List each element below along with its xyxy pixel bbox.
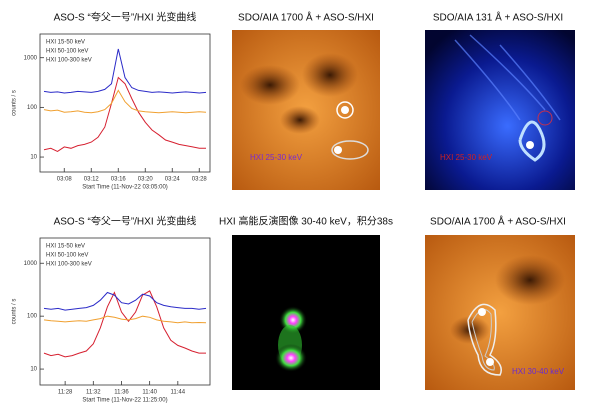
x-tick-label: 11:28 [58,390,73,396]
x-tick-label: 03:24 [165,177,181,183]
y-tick-label: 1000 [24,55,38,61]
series-line [43,89,207,114]
y-tick-label: 10 [30,367,37,373]
legend-label: HXI 15-50 keV [46,244,85,250]
plot-frame [39,237,211,386]
series-line [43,291,207,311]
y-tick-label: 1000 [24,261,38,267]
plot-frame [39,33,211,173]
y-axis-label: counts / s [12,299,18,325]
x-tick-label: 11:36 [114,390,129,396]
y-axis-label: counts / s [12,90,18,116]
solar-image [425,30,575,190]
chart-title: ASO-S “夸父一号”/HXI 光变曲线 [54,11,197,24]
x-tick-label: 11:44 [171,390,186,396]
legend-label: HXI 100-300 keV [46,58,92,64]
panel-label: HXI 25-30 keV [250,153,303,162]
y-tick-label: 100 [27,314,38,320]
x-axis-label: Start Time (11-Nov-22 03:05:00) [82,185,168,191]
legend-label: HXI 50-100 keV [46,253,88,259]
chart-title: ASO-S “夸父一号”/HXI 光变曲线 [54,215,197,228]
solar-image [232,30,380,190]
panel-label: HXI 30-40 keV [512,367,565,376]
x-tick-label: 11:40 [142,390,157,396]
y-tick-label: 10 [30,155,37,161]
panel-label: HXI 25-30 keV [440,153,493,162]
panel-title: SDO/AIA 131 Å + ASO-S/HXI [433,11,563,24]
series-line [43,76,206,152]
x-axis-label: Start Time (11-Nov-22 11:25:00) [82,398,167,404]
x-tick-label: 03:16 [111,177,127,183]
x-tick-label: 03:20 [138,177,154,183]
solar-image [425,235,575,390]
hxi-image [232,235,380,390]
x-tick-label: 03:08 [57,177,73,183]
panel-title: HXI 高能反演图像 30-40 keV，积分38s [219,215,393,228]
panel-title: SDO/AIA 1700 Å + ASO-S/HXI [238,11,374,24]
legend-label: HXI 15-50 keV [46,40,85,46]
legend-label: HXI 50-100 keV [46,49,88,55]
legend-label: HXI 100-300 keV [46,262,92,268]
series-line [43,315,207,324]
x-tick-label: 11:32 [86,390,101,396]
x-tick-label: 03:28 [192,177,208,183]
panel-title: SDO/AIA 1700 Å + ASO-S/HXI [430,215,566,228]
series-line [43,48,207,94]
x-tick-label: 03:12 [84,177,100,183]
y-tick-label: 100 [27,105,38,111]
series-line [43,290,206,358]
light-curves: ASO-S “夸父一号”/HXI 光变曲线 10 100 1000 counts / s… [12,11,211,404]
